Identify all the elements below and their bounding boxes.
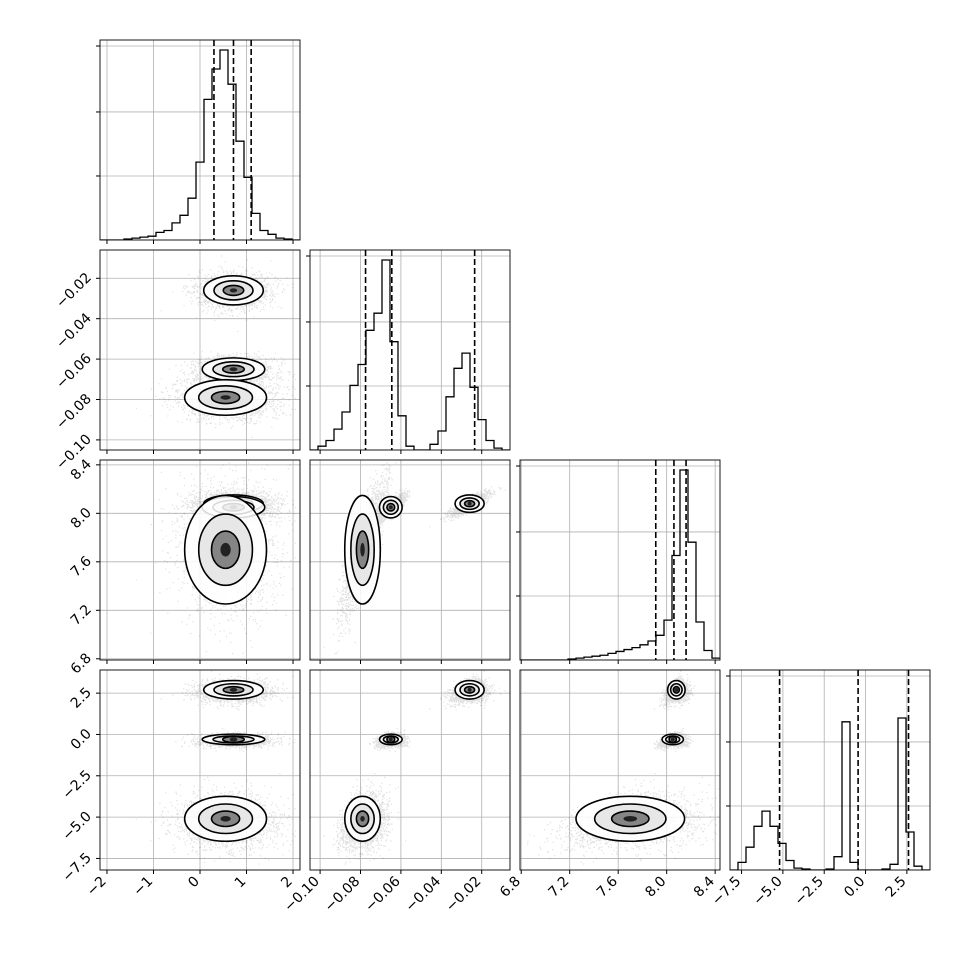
histogram-step <box>730 717 930 870</box>
y-tick-label: 6.8 <box>68 650 95 677</box>
density-peak <box>388 737 393 742</box>
histogram-step <box>100 49 300 240</box>
density-peak <box>220 542 231 557</box>
y-tick-label: −0.02 <box>53 270 95 312</box>
density-peak <box>220 395 231 400</box>
density-peak <box>467 687 472 692</box>
y-tick-label: 7.6 <box>68 553 95 580</box>
density-peak <box>360 815 365 822</box>
y-tick-label: 2.5 <box>68 685 95 712</box>
x-tick-label: −0.06 <box>362 873 404 915</box>
panel-content <box>310 250 510 450</box>
density-peak <box>229 687 238 692</box>
x-tick-label: −2 <box>84 874 110 900</box>
panel-frame <box>729 669 931 871</box>
density-peak <box>229 367 238 372</box>
y-tick-label: −0.04 <box>53 310 95 352</box>
x-tick-label: 7.2 <box>545 874 572 901</box>
y-tick-label: 8.0 <box>68 505 95 532</box>
density-peak <box>467 501 472 506</box>
density-peak <box>674 687 679 692</box>
x-tick-label: 2.5 <box>883 874 910 901</box>
panel-frame <box>519 669 721 871</box>
x-tick-label: 8.0 <box>642 874 669 901</box>
histogram-panel-2 <box>516 459 721 664</box>
panel-content <box>527 670 719 865</box>
x-tick-label: −2.5 <box>792 874 827 909</box>
histogram-step <box>310 259 510 450</box>
scatter-panel-2-1 <box>309 459 511 664</box>
scatter-panel-1-0: −0.10−0.08−0.06−0.04−0.02 <box>53 249 301 473</box>
scatter-panel-3-0: −2 −1 0 1 2 −7.5 −5.0 −2.5 0.0 2.5 <box>59 669 301 900</box>
density-peak <box>229 288 238 293</box>
panel-content <box>520 460 720 660</box>
panel-content <box>135 670 297 865</box>
x-tick-label: 0.0 <box>841 874 868 901</box>
x-tick-label: 2 <box>278 874 296 892</box>
density-peak <box>360 542 365 557</box>
density-peak <box>670 737 675 742</box>
panel-content <box>323 670 506 865</box>
x-tick-label: −0.02 <box>443 874 485 916</box>
x-tick-label: −1 <box>130 874 156 900</box>
scatter-panel-2-0: 6.87.27.68.08.4 <box>68 456 301 677</box>
panel-content <box>100 40 300 240</box>
panel-content <box>730 670 930 870</box>
y-tick-label: 0.0 <box>68 726 95 753</box>
x-tick-label: 1 <box>232 874 250 892</box>
x-tick-label: −0.04 <box>402 873 444 915</box>
scatter-panel-3-1: −0.10−0.08−0.06−0.04−0.02 <box>281 669 511 916</box>
y-tick-label: 7.2 <box>68 602 95 629</box>
y-tick-label: −0.08 <box>53 391 95 433</box>
panel-frame <box>309 249 511 451</box>
panel-frame <box>309 669 511 871</box>
x-tick-label: −7.5 <box>709 874 744 909</box>
x-tick-label: 7.6 <box>594 873 621 900</box>
x-tick-label: −5.0 <box>750 874 785 909</box>
y-tick-label: −5.0 <box>59 809 94 844</box>
sample-points <box>323 670 506 865</box>
histogram-panel-3: −7.5 −5.0 −2.5 0.0 2.5 <box>709 669 931 909</box>
panel-content <box>135 460 297 655</box>
histogram-step <box>520 469 720 660</box>
x-tick-label: 6.8 <box>497 874 524 901</box>
density-peak <box>623 815 638 822</box>
panel-content <box>135 255 297 438</box>
panel-content <box>323 460 506 655</box>
x-tick-label: 0 <box>185 874 203 892</box>
density-peak <box>220 815 231 822</box>
histogram-panel-0 <box>96 39 301 244</box>
panel-frame <box>309 459 511 661</box>
density-peak <box>388 505 393 510</box>
y-tick-label: −7.5 <box>59 850 94 885</box>
histogram-panel-1 <box>306 249 511 454</box>
scatter-panel-3-2: 6.8 7.2 7.6 8.0 8.4 <box>497 669 721 901</box>
x-tick-label: −0.08 <box>322 874 364 916</box>
density-peak <box>229 737 238 742</box>
y-tick-label: −0.06 <box>53 351 95 393</box>
panel-frame <box>519 459 721 661</box>
y-tick-label: −2.5 <box>59 767 94 802</box>
